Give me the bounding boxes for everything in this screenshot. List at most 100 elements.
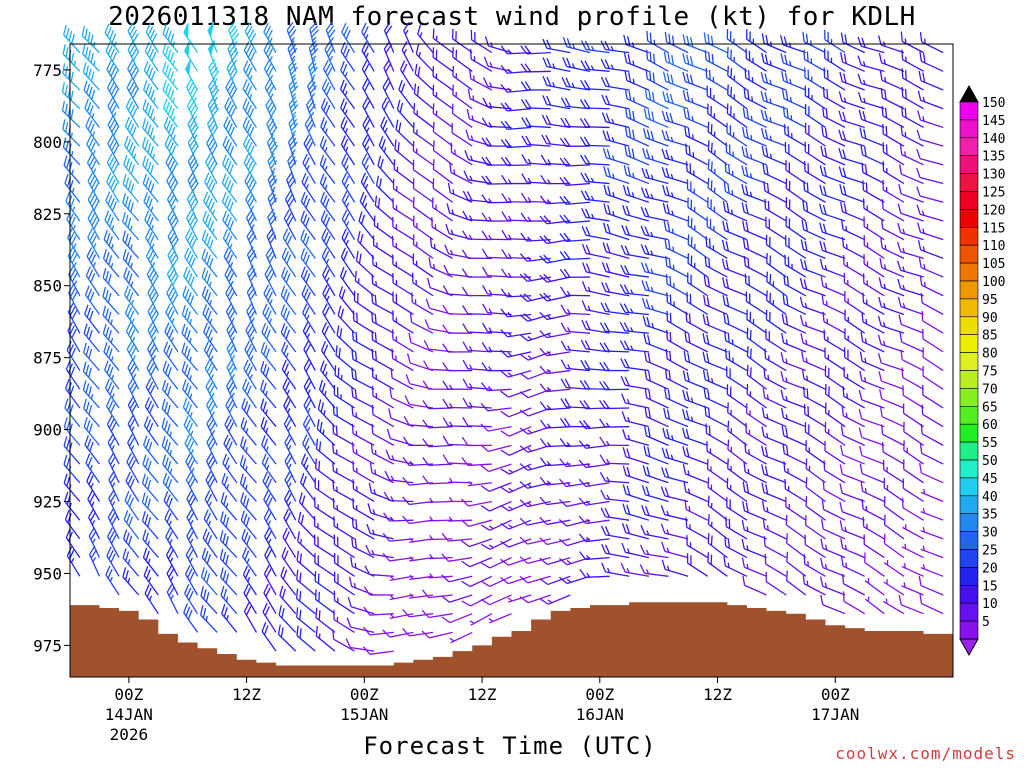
wind-barb [242, 135, 257, 166]
wind-barb [742, 575, 767, 596]
wind-barb [824, 29, 846, 54]
wind-barb [917, 222, 944, 241]
wind-barb [559, 214, 591, 224]
wind-barb [558, 498, 591, 508]
wind-barb [707, 103, 728, 128]
wind-barb [682, 408, 708, 428]
wind-barb [391, 348, 414, 372]
wind-barb [620, 375, 649, 390]
wind-barb [144, 584, 159, 615]
wind-barb [222, 154, 238, 184]
wind-barb [601, 543, 630, 559]
wind-barb [663, 220, 689, 241]
wind-barb [488, 613, 512, 624]
wind-barb [462, 210, 492, 222]
wind-barb [392, 217, 414, 241]
wind-barb [142, 173, 159, 203]
wind-barb [840, 219, 865, 241]
wind-barb [462, 190, 492, 203]
wind-barb [143, 192, 159, 222]
wind-barb [108, 489, 120, 521]
wind-barb [621, 522, 650, 540]
credit-link[interactable]: coolwx.com/models [835, 744, 1016, 763]
wind-barb [442, 398, 473, 409]
wind-barb [802, 573, 826, 596]
wind-barb [579, 568, 610, 578]
wind-barb [322, 303, 336, 334]
wind-barb [707, 197, 728, 222]
wind-barb [263, 508, 277, 540]
wind-barb [83, 342, 100, 371]
wind-barb [318, 379, 336, 409]
wind-barb [122, 548, 140, 577]
wind-barb [371, 293, 395, 316]
wind-barb [451, 28, 473, 54]
wind-barb [519, 351, 551, 361]
wind-barb [362, 78, 375, 110]
wind-barb [783, 274, 807, 297]
wind-barb [520, 232, 551, 242]
wind-barb [304, 115, 316, 147]
wind-barb [581, 281, 610, 297]
wind-barb [332, 497, 355, 521]
wind-barb [393, 159, 414, 185]
wind-barb [368, 482, 395, 503]
wind-barb [122, 248, 140, 278]
wind-barb [302, 321, 316, 353]
wind-barb [425, 298, 453, 316]
wind-barb [84, 285, 100, 315]
wind-barb [102, 286, 120, 315]
wind-barb [383, 491, 414, 503]
wind-barb [682, 71, 708, 91]
wind-barb [122, 529, 140, 559]
wind-barb [901, 582, 924, 596]
wind-barb [764, 198, 787, 222]
wind-barb [87, 209, 101, 240]
wind-barb [881, 105, 905, 129]
wind-barb [864, 578, 885, 596]
wind-barb [823, 48, 846, 72]
wind-barb [540, 154, 571, 166]
wind-barb [288, 58, 298, 91]
wind-barb [87, 172, 101, 203]
wind-barb [86, 153, 100, 184]
wind-barb [619, 340, 649, 353]
wind-barb [341, 22, 356, 53]
wind-barb [320, 341, 336, 371]
wind-barb [578, 478, 610, 488]
wind-barb [664, 368, 689, 390]
wind-barb [106, 153, 120, 184]
wind-barb [599, 399, 630, 410]
wind-barb [414, 63, 434, 91]
wind-barb [322, 265, 336, 297]
wind-barb [782, 106, 807, 129]
wind-barb [741, 183, 767, 203]
colorbar-swatch [959, 441, 979, 461]
wind-barb [857, 73, 885, 91]
wind-barb [423, 360, 453, 372]
wind-barb [859, 127, 885, 147]
wind-barb [883, 496, 905, 521]
terrain-layer [70, 602, 953, 677]
wind-barb [288, 96, 299, 128]
wind-barb [279, 585, 297, 615]
wind-barb [687, 197, 709, 222]
wind-barb [350, 556, 375, 577]
wind-barb [322, 284, 336, 315]
wind-barb [562, 56, 591, 72]
wind-barb [184, 434, 199, 465]
wind-barb [341, 191, 356, 222]
wind-barb [841, 237, 866, 259]
colorbar-label: 50 [982, 454, 998, 469]
colorbar-swatch [959, 262, 979, 282]
wind-barb [380, 116, 395, 147]
wind-barb [918, 257, 944, 278]
wind-barb [599, 322, 630, 334]
wind-barb [919, 31, 944, 54]
wind-barb [303, 377, 316, 409]
wind-barb [431, 217, 453, 241]
wind-barb [784, 142, 807, 166]
wind-barb [261, 453, 277, 484]
wind-barb [682, 463, 708, 484]
wind-barb [724, 536, 748, 559]
